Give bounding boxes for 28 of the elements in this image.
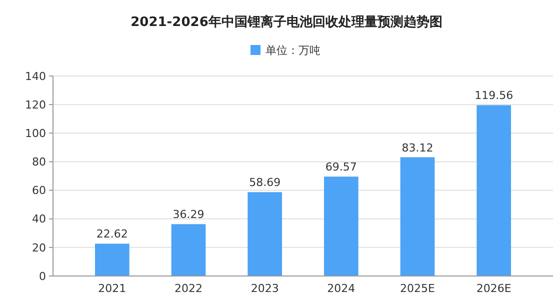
bar — [94, 244, 130, 276]
x-tick-label: 2026E — [476, 282, 512, 295]
x-tick-label: 2021 — [98, 282, 126, 295]
data-label: 22.62 — [96, 228, 128, 241]
x-tick-label: 2025E — [400, 282, 436, 295]
bar — [248, 192, 282, 276]
data-label: 119.56 — [474, 89, 514, 102]
x-tick-label: 2023 — [250, 282, 279, 295]
bar — [324, 176, 358, 276]
data-label: 36.29 — [172, 208, 204, 222]
data-label: 58.69 — [249, 176, 281, 190]
x-tick-label: 2022 — [174, 282, 202, 295]
y-tick-label: 40 — [32, 212, 46, 226]
bar — [171, 224, 206, 276]
bar — [400, 157, 435, 276]
y-tick-label: 100 — [25, 126, 46, 140]
y-tick-label: 80 — [32, 156, 46, 169]
legend-label: 单位：万吨 — [266, 44, 320, 57]
y-tick-label: 140 — [25, 70, 46, 83]
y-tick-label: 120 — [25, 98, 46, 112]
data-label: 69.57 — [325, 160, 357, 174]
chart-title: 2021-2026年中国锂离子电池回收处理量预测趋势图 — [130, 14, 442, 30]
data-label: 83.12 — [402, 141, 434, 154]
y-tick-label: 20 — [32, 241, 46, 254]
x-tick-label: 2024 — [327, 282, 356, 295]
y-tick-label: 0 — [39, 270, 46, 283]
y-tick-label: 60 — [32, 184, 46, 198]
bar — [476, 105, 512, 276]
